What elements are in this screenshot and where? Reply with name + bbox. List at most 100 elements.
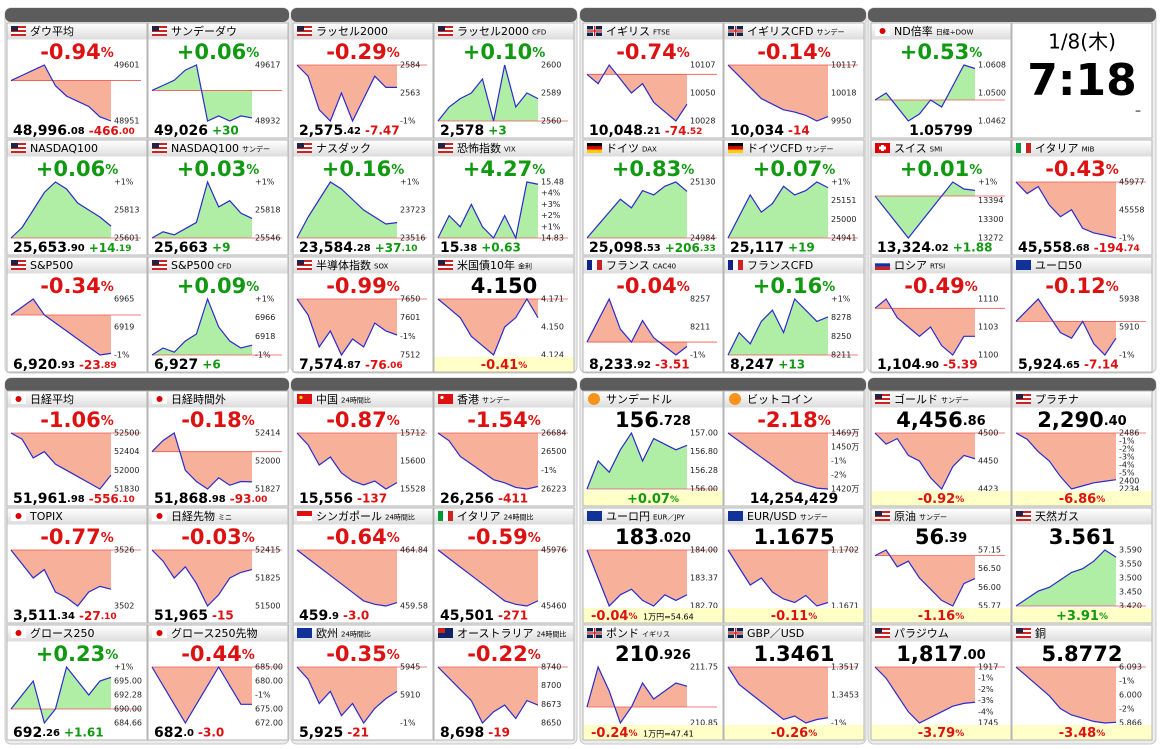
flag-part (297, 30, 312, 32)
flag-part (152, 268, 167, 270)
tile-name: ビットコイン (747, 393, 813, 406)
tile-bottom: 23,584.28 (299, 240, 371, 256)
tile-header (583, 23, 723, 40)
tile (147, 22, 289, 139)
chart-label: -2% (1119, 445, 1135, 454)
chart-label: +1% (114, 178, 134, 187)
flag-part (11, 264, 26, 266)
flag-part (11, 30, 26, 32)
tile-name: ダウ平均 (30, 24, 74, 38)
spark-area (1016, 182, 1116, 238)
flag-part (438, 260, 453, 262)
flag-part (587, 260, 602, 270)
spark-area (728, 433, 828, 489)
chart-label: 8211 (690, 323, 710, 332)
spark-area (297, 550, 397, 606)
tile-sub: CFD (532, 29, 546, 37)
chart-label: 2234 (1119, 485, 1139, 494)
tile-name: ND倍率 (894, 24, 933, 38)
chart-label: 23723 (400, 206, 425, 215)
spark-line (10, 181, 112, 239)
chart-label: -2% (831, 471, 847, 480)
flag-part (1016, 511, 1031, 513)
tile-name: サンデードル (606, 392, 672, 406)
spark-area (438, 667, 538, 723)
tile-bottom: 692.26 (13, 725, 60, 741)
flag-part (875, 628, 890, 630)
spark-area (297, 667, 397, 723)
flag-part (1016, 628, 1023, 633)
chart-label: 15528 (400, 485, 425, 494)
tile-top: +0.07% (753, 157, 835, 181)
tile-footer (583, 725, 723, 740)
chart-label: 1745 (978, 719, 998, 728)
tile-change: -14 (788, 124, 810, 138)
flag-part (875, 266, 890, 270)
chart-label: -1% (400, 719, 416, 728)
tile-bottom: 7,574.87 (299, 357, 361, 373)
tile-name: 原油 (894, 509, 916, 523)
flag-part (728, 146, 743, 150)
flag-part (156, 396, 163, 402)
tile-bottom-note: 1万円=54.64 (643, 613, 694, 622)
chart-label: 8211 (831, 351, 851, 360)
spark-line (874, 549, 976, 607)
flag-part (11, 26, 26, 28)
flag-part (152, 26, 159, 31)
tile-top: 1.3461 (753, 642, 834, 666)
chart-label: 26500 (541, 447, 566, 456)
tile-sub: 24時間比 (536, 630, 566, 639)
tile-sub: CAC40 (653, 263, 676, 271)
tile-header (1012, 625, 1152, 642)
chart-label: -3% (1119, 453, 1135, 462)
chart-label: 10018 (831, 89, 856, 98)
tile-bottom: 5,925 (299, 725, 343, 741)
tile-top: -0.43% (1045, 157, 1119, 181)
tile-name: フランスCFD (747, 259, 813, 272)
chart-label: 25130 (690, 178, 715, 187)
flag-part (587, 30, 602, 32)
spark-line (437, 64, 539, 122)
tile-top: +4.27% (463, 157, 545, 181)
tile-header (871, 23, 1011, 40)
flag-part (875, 632, 890, 634)
flag-part (152, 26, 167, 28)
tile-bottom: 10,048.21 (589, 123, 661, 139)
tile-bottom: 13,324.02 (877, 240, 949, 256)
flag-part (875, 402, 890, 404)
chart-label: +1% (831, 178, 851, 187)
tile-header (724, 23, 864, 40)
flag-part (729, 393, 741, 405)
tile-bottom: 49,026 (154, 123, 208, 139)
spark-area (11, 182, 111, 238)
flag-part (297, 26, 312, 28)
chart-label: 183.37 (690, 574, 718, 583)
tile-sub: ミニ (218, 514, 232, 522)
tile-footer (434, 357, 574, 372)
chart-label: +1% (400, 178, 420, 187)
chart-label: -1% (255, 691, 271, 700)
tile-bottom: 1,104.90 (877, 357, 939, 373)
tile-header (434, 625, 574, 642)
flag-part (1016, 511, 1023, 516)
flag-part (875, 519, 890, 521)
spark-line (10, 549, 112, 607)
flag-part (438, 264, 453, 266)
tile-name: ラッセル2000 (316, 25, 388, 38)
spark-line (874, 64, 976, 122)
tile-top: -0.64% (326, 525, 400, 549)
chart-label: 23516 (400, 234, 425, 243)
tile-sub: サンデー (800, 513, 828, 522)
chart-label: 8278 (831, 313, 851, 322)
chart-label: 695.00 (114, 677, 142, 686)
tile-sub: CFD (217, 263, 231, 271)
flag-part (438, 26, 445, 31)
spark-line (296, 432, 398, 490)
tile-name: オーストラリア (457, 627, 533, 640)
tile-header (148, 257, 288, 274)
spark-line (10, 64, 112, 122)
tile-change: +37.10 (375, 241, 418, 255)
flag-part (728, 511, 743, 521)
tile-change: +13 (778, 358, 805, 372)
